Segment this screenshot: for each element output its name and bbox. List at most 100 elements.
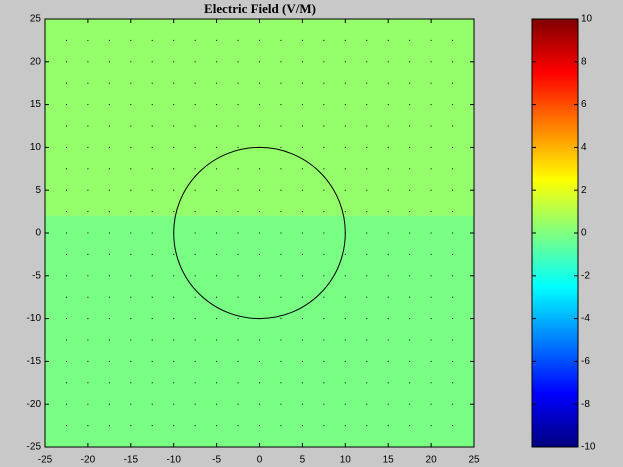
quiver-dot [366, 211, 368, 213]
quiver-dot [409, 61, 411, 63]
quiver-dot [173, 360, 175, 362]
quiver-dot [430, 146, 432, 148]
quiver-dot [216, 125, 218, 127]
quiver-dot [323, 211, 325, 213]
quiver-dot [301, 168, 303, 170]
quiver-dot [65, 168, 67, 170]
quiver-dot [344, 296, 346, 298]
quiver-dot [173, 403, 175, 405]
quiver-dot [452, 232, 454, 234]
quiver-dot [387, 82, 389, 84]
y-tick-label: -20 [27, 399, 42, 410]
quiver-dot [216, 82, 218, 84]
quiver-dot [194, 339, 196, 341]
quiver-dot [259, 189, 260, 191]
quiver-dot [430, 403, 432, 405]
quiver-dot [237, 39, 239, 41]
quiver-dot [237, 339, 239, 341]
quiver-dot [366, 189, 368, 191]
quiver-dot [301, 61, 303, 63]
quiver-dot [65, 82, 67, 84]
quiver-dot [323, 104, 325, 106]
quiver-dot [194, 61, 196, 63]
quiver-dot [87, 360, 89, 362]
quiver-dot [344, 425, 346, 427]
quiver-dot [65, 125, 67, 127]
quiver-dot [259, 125, 260, 127]
quiver-dot [87, 296, 89, 298]
quiver-dot [452, 211, 454, 213]
quiver-dot [366, 275, 368, 277]
quiver-dot [430, 39, 432, 41]
quiver-dot [151, 211, 153, 213]
quiver-dot [173, 211, 175, 213]
quiver-dot [151, 382, 153, 384]
quiver-dot [216, 339, 218, 341]
y-tick-label: 25 [30, 14, 42, 25]
quiver-dot [87, 125, 89, 127]
quiver-dot [387, 211, 389, 213]
y-tick-label: 5 [35, 185, 41, 196]
quiver-dot [323, 339, 325, 341]
quiver-dot [130, 189, 132, 191]
quiver-dot [387, 296, 389, 298]
quiver-dot [280, 232, 282, 234]
quiver-dot [130, 39, 132, 41]
quiver-dot [344, 125, 346, 127]
quiver-dot [301, 339, 303, 341]
quiver-dot [194, 168, 196, 170]
quiver-dot [280, 189, 282, 191]
quiver-dot [108, 82, 110, 84]
quiver-dot [216, 146, 218, 148]
quiver-dot [87, 275, 89, 277]
quiver-dot [108, 61, 110, 63]
quiver-dot [216, 168, 218, 170]
x-tick-label: -20 [81, 455, 96, 466]
quiver-dot [130, 104, 132, 106]
quiver-dot [344, 339, 346, 341]
quiver-dot [301, 104, 303, 106]
quiver-dot [387, 232, 389, 234]
quiver-dot [409, 39, 411, 41]
quiver-dot [216, 296, 218, 298]
quiver-dot [280, 339, 282, 341]
quiver-dot [87, 61, 89, 63]
quiver-dot [344, 39, 346, 41]
colorbar-tick-label: 8 [581, 56, 587, 67]
quiver-dot [151, 275, 153, 277]
quiver-dot [173, 168, 175, 170]
quiver-dot [280, 403, 282, 405]
circle [173, 146, 346, 320]
x-tick-label: 5 [300, 455, 306, 466]
quiver-dot [430, 82, 432, 84]
quiver-dot [430, 318, 432, 320]
quiver-dot [452, 275, 454, 277]
quiver-dot [409, 104, 411, 106]
quiver-dot [65, 61, 67, 63]
quiver-dot [301, 275, 303, 277]
quiver-dot [173, 339, 175, 341]
quiver-dot [430, 425, 432, 427]
quiver-dot [194, 82, 196, 84]
quiver-dot [151, 146, 153, 148]
quiver-dot [430, 339, 432, 341]
quiver-dot [409, 232, 411, 234]
quiver-dot [323, 382, 325, 384]
quiver-dot [301, 189, 303, 191]
quiver-dot [301, 318, 303, 320]
colorbar-tick-label: 10 [581, 14, 593, 25]
quiver-dot [323, 82, 325, 84]
quiver-dot [409, 253, 411, 255]
quiver-dot [323, 296, 325, 298]
quiver-dot [130, 232, 132, 234]
quiver-dot [108, 168, 110, 170]
quiver-dot [387, 425, 389, 427]
quiver-dot [130, 82, 132, 84]
quiver-dot [108, 425, 110, 427]
quiver-dot [409, 403, 411, 405]
colorbar [531, 18, 579, 448]
quiver-dot [452, 403, 454, 405]
quiver-dot [151, 403, 153, 405]
colorbar-tick-label: 2 [581, 185, 587, 196]
y-tick-label: 0 [35, 228, 41, 239]
